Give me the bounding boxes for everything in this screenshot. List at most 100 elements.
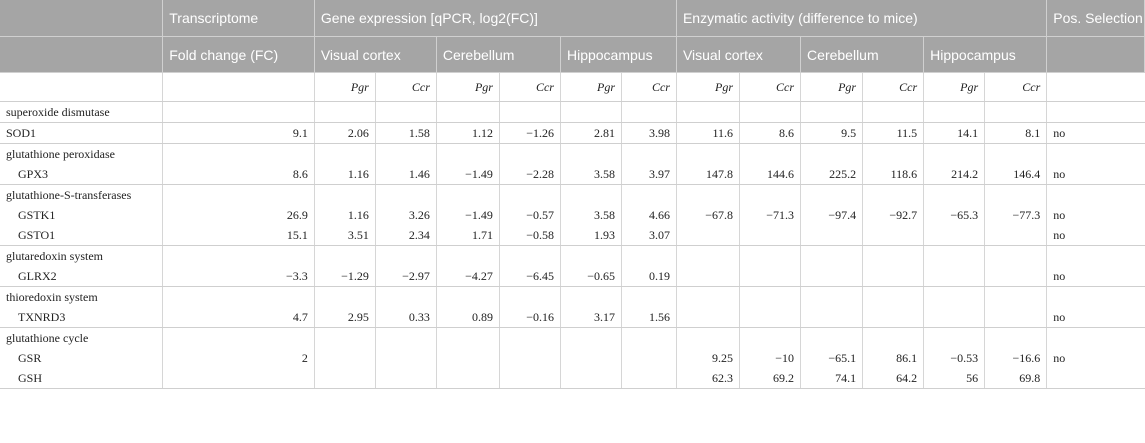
enzymatic-activity-cell: 9.5 bbox=[800, 122, 864, 144]
table-header: Transcriptome Gene expression [qPCR, log… bbox=[0, 0, 1145, 73]
empty-cell bbox=[314, 245, 376, 266]
header-ge-cerebellum: Cerebellum bbox=[436, 36, 561, 73]
empty-cell bbox=[676, 184, 741, 205]
empty-cell bbox=[923, 101, 986, 123]
pos-selection-cell: no bbox=[1046, 307, 1145, 328]
group-name: glutathione cycle bbox=[0, 327, 164, 348]
gene-row: GSTO1 15.1 3.51 2.34 1.71 −0.58 1.93 3.07 no bbox=[0, 225, 1145, 246]
group-row: glutathione peroxidase bbox=[0, 143, 1145, 164]
group-name: glutathione-S-transferases bbox=[0, 184, 164, 205]
header-transcriptome: Transcriptome bbox=[162, 0, 315, 37]
pos-selection-cell: no bbox=[1053, 350, 1066, 365]
group-name: thioredoxin system bbox=[0, 286, 164, 307]
empty-cell bbox=[314, 327, 376, 348]
gene-expression-cell bbox=[314, 348, 376, 368]
species-blank bbox=[162, 72, 315, 102]
enzymatic-activity-cell: 56 bbox=[923, 368, 986, 389]
group-row: glutaredoxin system bbox=[0, 245, 1145, 267]
empty-cell bbox=[862, 286, 925, 307]
gene-expression-cell: 3.58 bbox=[560, 205, 623, 225]
species-row: Pgr Ccr Pgr Ccr Pgr Ccr Pgr Ccr Pgr Ccr … bbox=[0, 72, 1145, 102]
fold-change-cell bbox=[162, 368, 315, 389]
species-blank bbox=[0, 72, 164, 102]
empty-cell bbox=[984, 101, 1048, 123]
gene-expression-cell bbox=[436, 348, 500, 368]
enzymatic-activity-cell: −92.7 bbox=[862, 205, 925, 225]
empty-cell bbox=[162, 286, 315, 307]
empty-cell bbox=[984, 245, 1048, 266]
gene-row: GSH 62.3 69.2 74.1 64.2 56 69.8 bbox=[0, 368, 1145, 389]
gene-expression-cell: 2.06 bbox=[314, 122, 376, 144]
empty-cell bbox=[1046, 101, 1145, 123]
enzymatic-activity-cell: 69.8 bbox=[984, 368, 1048, 389]
gene-expression-cell bbox=[560, 348, 623, 368]
gene-name: GSTK1 bbox=[0, 205, 164, 225]
empty-cell bbox=[314, 184, 376, 205]
species-cell: Ccr bbox=[984, 72, 1048, 102]
gene-expression-cell: 0.33 bbox=[375, 307, 437, 328]
gene-name: TXNRD3 bbox=[0, 307, 164, 328]
empty-cell bbox=[739, 143, 802, 164]
group-row: glutathione cycle bbox=[0, 327, 1145, 349]
enzymatic-activity-cell: −67.8 bbox=[676, 205, 741, 225]
species-cell: Pgr bbox=[314, 72, 376, 102]
group-row: superoxide dismutase bbox=[0, 101, 1145, 123]
empty-cell bbox=[1047, 246, 1145, 267]
group-name: glutaredoxin system bbox=[0, 245, 164, 266]
empty-cell bbox=[560, 184, 623, 205]
enzymatic-activity-cell bbox=[984, 225, 1048, 246]
gene-expression-cell: 0.89 bbox=[436, 307, 500, 328]
header-blank bbox=[0, 36, 164, 73]
enzymatic-activity-cell bbox=[923, 266, 986, 287]
gene-expression-cell: 3.58 bbox=[560, 164, 623, 185]
results-table: Transcriptome Gene expression [qPCR, log… bbox=[0, 0, 1145, 389]
gene-expression-cell: 2.81 bbox=[560, 122, 623, 144]
header-blank bbox=[0, 0, 164, 37]
species-cell: Ccr bbox=[621, 72, 677, 102]
header-ge-visual-cortex: Visual cortex bbox=[314, 36, 437, 73]
gene-expression-cell: 2.95 bbox=[314, 307, 376, 328]
header-ea-cerebellum: Cerebellum bbox=[800, 36, 925, 73]
enzymatic-activity-cell: 62.3 bbox=[676, 368, 741, 389]
empty-cell bbox=[560, 143, 623, 164]
gene-expression-cell: 1.16 bbox=[314, 205, 376, 225]
enzymatic-activity-cell: 118.6 bbox=[862, 164, 925, 185]
empty-cell bbox=[621, 101, 677, 123]
gene-row: GLRX2 −3.3 −1.29 −2.97 −4.27 −6.45 −0.65 0.19 no bbox=[0, 266, 1145, 287]
gene-expression-cell: 0.19 bbox=[621, 266, 677, 287]
empty-cell bbox=[739, 184, 802, 205]
enzymatic-activity-cell: −10 bbox=[739, 348, 802, 368]
gene-expression-cell bbox=[621, 348, 677, 368]
species-cell: Pgr bbox=[800, 72, 864, 102]
empty-cell bbox=[314, 143, 376, 164]
empty-cell bbox=[676, 245, 741, 266]
empty-cell bbox=[162, 327, 315, 348]
gene-name: GLRX2 bbox=[0, 266, 164, 287]
gene-expression-cell: 1.12 bbox=[436, 122, 500, 144]
empty-cell bbox=[862, 101, 925, 123]
enzymatic-activity-cell bbox=[923, 307, 986, 328]
gene-row: GSR 2 9.25 −10 −65.1 86.1 −0.53 −16.6 no bbox=[0, 348, 1145, 368]
gene-expression-cell: 1.56 bbox=[621, 307, 677, 328]
empty-cell bbox=[162, 184, 315, 205]
empty-cell bbox=[162, 245, 315, 266]
empty-cell bbox=[375, 143, 437, 164]
enzymatic-activity-cell: 69.2 bbox=[739, 368, 802, 389]
gene-expression-cell: −2.28 bbox=[499, 164, 561, 185]
enzymatic-activity-cell bbox=[984, 307, 1048, 328]
enzymatic-activity-cell: 225.2 bbox=[800, 164, 864, 185]
empty-cell bbox=[499, 327, 561, 348]
empty-cell bbox=[923, 286, 986, 307]
empty-cell bbox=[1047, 328, 1145, 349]
header-fold-change: Fold change (FC) bbox=[162, 36, 315, 73]
enzymatic-activity-cell bbox=[800, 266, 864, 287]
empty-cell bbox=[1047, 185, 1145, 206]
empty-cell bbox=[984, 286, 1048, 307]
enzymatic-activity-cell bbox=[800, 225, 864, 246]
enzymatic-activity-cell: −77.3 bbox=[984, 205, 1048, 225]
table-body: Pgr Ccr Pgr Ccr Pgr Ccr Pgr Ccr Pgr Ccr … bbox=[0, 72, 1145, 389]
empty-cell bbox=[984, 143, 1048, 164]
enzymatic-activity-cell bbox=[739, 266, 802, 287]
gene-expression-cell: −6.45 bbox=[499, 266, 561, 287]
gene-expression-cell: 3.07 bbox=[621, 225, 677, 246]
